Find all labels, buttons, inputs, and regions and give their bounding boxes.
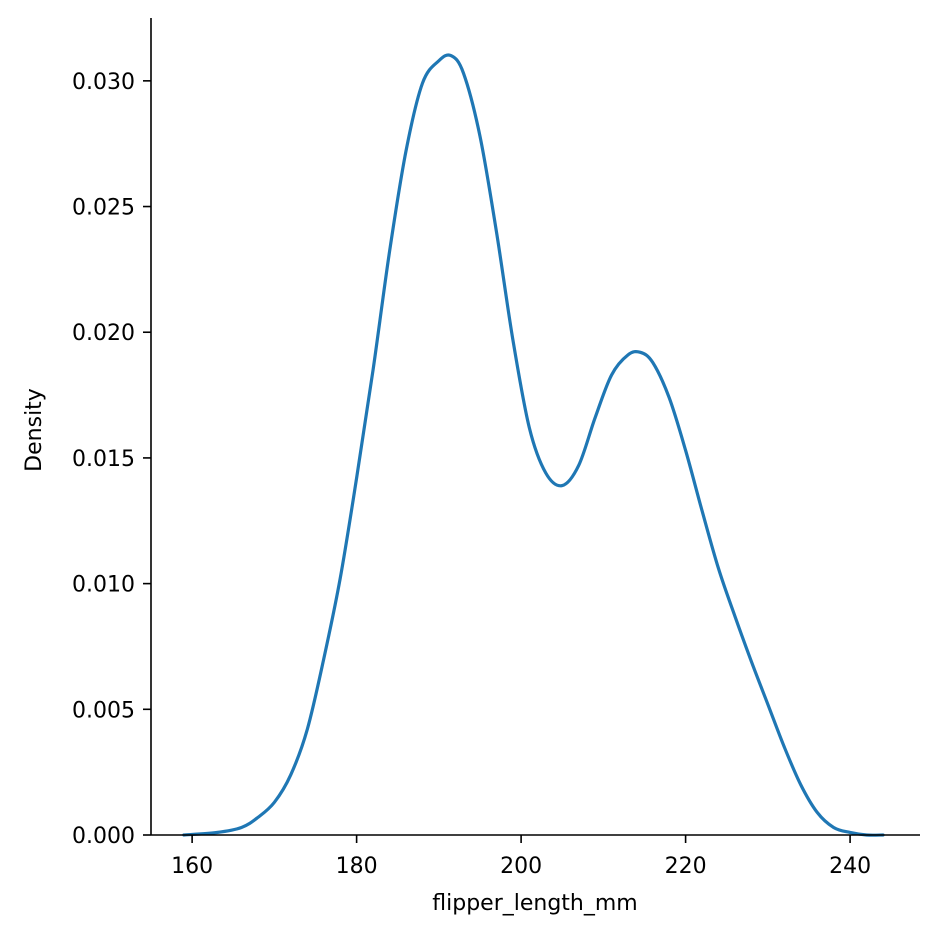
y-tick-label: 0.030 — [72, 70, 135, 95]
y-tick-label: 0.005 — [72, 698, 135, 723]
y-ticks: 0.000 0.005 0.010 0.015 0.020 0.025 0.030 — [72, 70, 151, 849]
y-tick-label: 0.010 — [72, 573, 135, 598]
x-tick-label: 240 — [829, 854, 871, 879]
y-tick-label: 0.025 — [72, 196, 135, 221]
axes — [150, 18, 920, 836]
x-ticks: 160 180 200 220 240 — [171, 835, 871, 879]
density-curve — [182, 53, 885, 837]
y-tick-label: 0.020 — [72, 321, 135, 346]
y-axis-label: Density — [22, 388, 47, 472]
x-tick-label: 160 — [171, 854, 213, 879]
x-tick-label: 180 — [336, 854, 378, 879]
plot-area — [182, 53, 885, 837]
x-axis-label: flipper_length_mm — [432, 891, 637, 916]
x-tick-label: 200 — [500, 854, 542, 879]
y-tick-label: 0.015 — [72, 447, 135, 472]
x-tick-label: 220 — [665, 854, 707, 879]
y-tick-label: 0.000 — [72, 824, 135, 849]
